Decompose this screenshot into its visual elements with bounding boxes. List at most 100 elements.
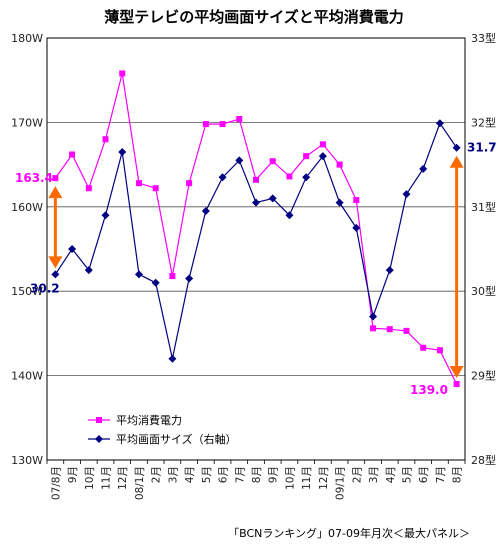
data-point-power [403, 327, 410, 334]
y-left-tick-label: 150W [11, 285, 43, 298]
change-arrow-end-head-up [449, 155, 464, 168]
x-tick-label: 9月 [268, 466, 280, 483]
data-point-size [452, 143, 461, 152]
data-point-power [370, 325, 377, 332]
annotation-last-size: 31.7 [467, 141, 497, 155]
x-tick-label: 10月 [284, 466, 296, 490]
y-left-tick-label: 170W [11, 116, 43, 129]
data-point-size [134, 270, 143, 279]
data-point-size [68, 245, 77, 253]
x-tick-label: 11月 [301, 466, 313, 490]
x-tick-label: 3月 [368, 466, 380, 483]
data-point-size [369, 312, 378, 321]
series-line-1 [54, 121, 458, 359]
data-point-size [151, 278, 160, 287]
x-tick-label: 08/1月 [134, 466, 146, 500]
data-point-size [268, 194, 277, 203]
data-point-size [101, 211, 110, 220]
y-right-tick-label: 28型 [471, 453, 496, 467]
data-point-power [52, 175, 59, 182]
data-point-power [436, 347, 443, 354]
y-right-tick-label: 30型 [471, 284, 496, 298]
x-tick-label: 4月 [184, 466, 196, 483]
data-point-power [269, 158, 276, 165]
x-tick-label: 12月 [117, 466, 129, 490]
x-tick-label: 2月 [151, 466, 163, 483]
data-point-size [352, 223, 361, 232]
source-note: 「BCNランキング」07-09年月次＜最大パネル＞ [228, 526, 470, 540]
annotation-first-size: 30.2 [30, 281, 60, 295]
x-tick-label: 12月 [318, 466, 330, 490]
legend-label-size: 平均画面サイズ（右軸） [116, 432, 237, 446]
y-left-tick-label: 180W [11, 32, 43, 45]
data-point-power [420, 344, 427, 351]
y-left-tick-label: 140W [11, 370, 43, 383]
data-point-size [218, 173, 227, 182]
legend: 平均消費電力 平均画面サイズ（右軸） [88, 413, 237, 446]
data-point-power [102, 136, 109, 143]
change-arrow-start-head-down [48, 256, 63, 269]
data-point-size [252, 198, 260, 207]
data-point-size [201, 207, 210, 216]
x-tick-label: 8月 [452, 466, 464, 483]
data-point-size [318, 152, 327, 161]
chart-title: 薄型テレビの平均画面サイズと平均消費電力 [104, 8, 404, 26]
change-arrow-end-head-down [449, 366, 464, 379]
data-point-size [185, 274, 194, 283]
data-point-size [118, 147, 127, 156]
x-tick-label: 5月 [201, 466, 213, 483]
data-point-size [168, 354, 177, 363]
y-left-tick-label: 160W [11, 201, 43, 214]
y-right-tick-label: 33型 [471, 31, 496, 45]
change-arrow-start-head-up [48, 186, 63, 199]
x-tick-label: 9月 [67, 466, 79, 483]
legend-label-power: 平均消費電力 [116, 413, 182, 427]
series-line-0 [54, 73, 458, 385]
x-tick-label: 7月 [234, 466, 246, 483]
data-point-size [84, 266, 93, 275]
x-tick-label: 8月 [251, 466, 263, 483]
x-tick-label: 11月 [101, 466, 113, 490]
y-right-tick-label: 32型 [471, 115, 496, 129]
data-point-power [85, 185, 92, 192]
x-tick-label: 5月 [401, 466, 413, 483]
data-point-power [219, 121, 226, 128]
data-point-size [385, 266, 394, 275]
x-tick-label: 07/8月 [50, 466, 62, 500]
y-right-tick-label: 29型 [471, 369, 496, 383]
data-point-power [186, 180, 193, 187]
x-tick-label: 4月 [385, 466, 397, 483]
data-point-power [119, 70, 126, 77]
data-point-power [152, 185, 159, 192]
data-point-power [303, 153, 310, 160]
data-point-power [69, 151, 76, 158]
data-point-size [435, 119, 444, 128]
data-point-power [353, 197, 360, 204]
data-point-power [386, 326, 393, 333]
data-point-size [285, 211, 294, 220]
data-point-power [202, 121, 209, 128]
data-point-power [135, 180, 142, 187]
data-point-size [402, 190, 411, 199]
annotation-last-power: 139.0 [410, 383, 448, 397]
change-arrow-start [48, 186, 63, 269]
data-point-power [236, 116, 243, 123]
x-tick-label: 6月 [418, 466, 430, 483]
x-tick-label: 09/1月 [335, 466, 347, 500]
x-tick-label: 10月 [84, 466, 96, 490]
annotation-first-power: 163.4 [15, 171, 53, 185]
x-tick-label: 2月 [351, 466, 363, 483]
data-point-size [419, 164, 428, 173]
data-point-power [319, 141, 326, 148]
legend-marker-power [96, 417, 102, 423]
plot-area: 130W 140W 150W 160W 170W 180W 28型 29型 30型 31型 32型 3… [11, 31, 496, 500]
data-point-size [235, 156, 244, 165]
x-tick-label: 6月 [218, 466, 230, 483]
data-point-power [336, 161, 343, 168]
x-tick-label: 7月 [435, 466, 447, 483]
y-left-tick-label: 130W [11, 454, 43, 467]
x-tick-label: 3月 [167, 466, 179, 483]
data-point-size [51, 270, 60, 279]
y-right-tick-label: 31型 [471, 200, 496, 214]
